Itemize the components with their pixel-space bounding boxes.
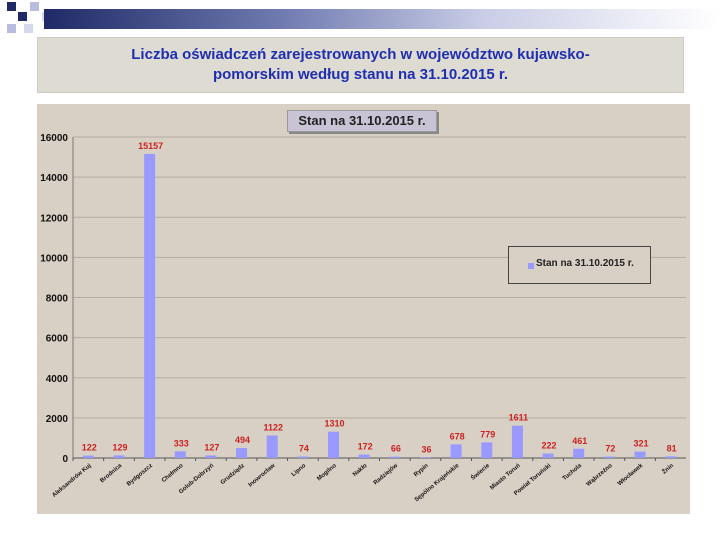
- x-tick-label: Świecie: [470, 462, 492, 482]
- data-label: 1611: [509, 413, 529, 423]
- y-tick-label: 14000: [40, 173, 68, 184]
- data-label: 222: [542, 441, 557, 451]
- data-label: 122: [82, 443, 97, 453]
- bar: [481, 442, 493, 458]
- header-bar: [44, 9, 720, 29]
- x-tick-label: Brodnica: [99, 463, 123, 485]
- y-tick-label: 12000: [40, 213, 68, 224]
- bar: [236, 448, 248, 458]
- x-tick-label: Grudziądz: [220, 463, 246, 486]
- y-tick-label: 16000: [40, 133, 68, 144]
- data-label: 678: [450, 431, 465, 441]
- bar: [573, 448, 585, 458]
- y-tick-label: 6000: [46, 334, 69, 345]
- data-label: 1122: [263, 422, 283, 432]
- bar: [205, 455, 217, 458]
- bar: [665, 456, 677, 458]
- x-tick-label: Wąbrzeźno: [586, 463, 614, 488]
- data-label: 66: [391, 444, 401, 454]
- legend-swatch: [528, 263, 534, 269]
- bar: [389, 456, 401, 458]
- data-label: 72: [605, 444, 615, 454]
- bar: [144, 153, 156, 458]
- chart-legend: Stan na 31.10.2015 r.: [508, 246, 651, 284]
- data-label: 74: [299, 444, 309, 454]
- data-label: 1310: [325, 419, 345, 429]
- data-label: 36: [421, 444, 431, 454]
- bar: [419, 457, 431, 458]
- x-tick-label: Miasto Toruń: [489, 463, 522, 492]
- x-tick-label: Lipno: [291, 463, 308, 478]
- data-label: 15157: [138, 141, 163, 151]
- x-tick-label: Mogilno: [316, 463, 338, 483]
- data-label: 779: [480, 429, 495, 439]
- x-tick-label: Rypin: [413, 463, 430, 479]
- data-label: 321: [634, 439, 649, 449]
- data-label: 129: [112, 442, 127, 452]
- y-tick-label: 10000: [40, 253, 68, 264]
- x-tick-label: Aleksandrów Kuj: [51, 463, 92, 499]
- slide-title: Liczba oświadczeń zarejestrowanych w woj…: [131, 46, 590, 83]
- slide-header: Liczba oświadczeń zarejestrowanych w woj…: [37, 37, 684, 93]
- bar: [542, 453, 554, 458]
- bar: [634, 451, 646, 458]
- data-label: 172: [358, 442, 373, 452]
- data-label: 461: [572, 436, 587, 446]
- x-tick-label: Inowrocław: [248, 463, 277, 489]
- data-label: 333: [174, 438, 189, 448]
- bar: [82, 455, 94, 458]
- y-tick-label: 2000: [46, 414, 69, 425]
- y-tick-label: 8000: [46, 294, 69, 305]
- data-label: 81: [667, 443, 677, 453]
- bar: [511, 425, 523, 458]
- chart-title: Stan na 31.10.2015 r.: [287, 110, 437, 132]
- bar: [358, 454, 370, 458]
- bar: [266, 435, 278, 458]
- x-tick-label: Chełmno: [161, 463, 185, 484]
- bar: [297, 456, 309, 458]
- bar: [328, 431, 340, 458]
- y-tick-label: 0: [62, 454, 68, 465]
- data-label: 494: [235, 435, 250, 445]
- y-tick-label: 4000: [46, 374, 69, 385]
- data-label: 127: [204, 442, 219, 452]
- bar: [603, 456, 615, 458]
- x-tick-label: Żnin: [661, 462, 675, 476]
- bar: [113, 455, 125, 458]
- x-tick-label: Radziejów: [373, 463, 400, 487]
- x-tick-label: Tuchola: [562, 463, 584, 483]
- x-tick-label: Nakło: [352, 463, 369, 478]
- x-tick-label: Bydgoszcz: [126, 463, 154, 488]
- x-tick-label: Włocławek: [617, 463, 645, 488]
- legend-label: Stan na 31.10.2015 r.: [536, 258, 634, 269]
- bar: [174, 451, 186, 458]
- bar: [450, 444, 462, 458]
